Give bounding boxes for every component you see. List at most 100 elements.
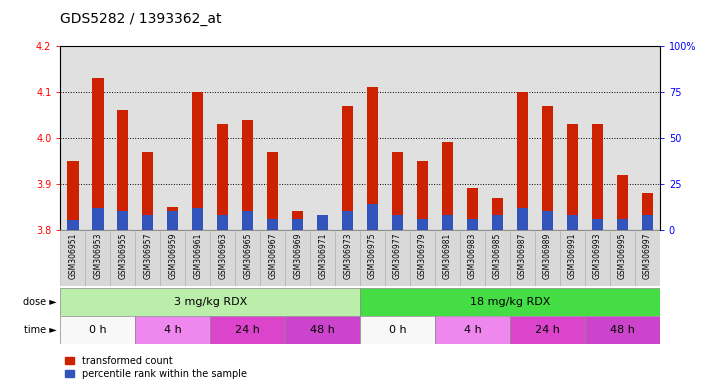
Bar: [235, 230, 260, 286]
Bar: [610, 230, 635, 286]
Bar: [592, 124, 603, 230]
Text: 18 mg/kg RDX: 18 mg/kg RDX: [470, 297, 550, 307]
Bar: [542, 106, 553, 230]
Bar: [285, 230, 310, 286]
Bar: [342, 211, 353, 230]
Text: GSM306963: GSM306963: [218, 232, 228, 279]
Bar: [92, 78, 104, 230]
Bar: [135, 230, 161, 286]
Text: GSM306959: GSM306959: [169, 232, 177, 279]
Bar: [492, 215, 503, 230]
Bar: [392, 152, 403, 230]
Bar: [142, 152, 154, 230]
Bar: [267, 218, 278, 230]
Bar: [410, 230, 435, 286]
Bar: [517, 208, 528, 230]
Text: 48 h: 48 h: [310, 325, 335, 335]
Text: 4 h: 4 h: [464, 325, 481, 335]
Text: GSM306973: GSM306973: [343, 232, 352, 279]
Text: 24 h: 24 h: [235, 325, 260, 335]
Bar: [292, 218, 304, 230]
Bar: [360, 316, 435, 344]
Text: GSM306989: GSM306989: [543, 232, 552, 279]
Bar: [517, 92, 528, 230]
Text: dose ►: dose ►: [23, 297, 57, 307]
Bar: [342, 106, 353, 230]
Bar: [385, 230, 410, 286]
Text: GSM306965: GSM306965: [243, 232, 252, 279]
Bar: [85, 230, 110, 286]
Bar: [192, 92, 203, 230]
Bar: [317, 215, 328, 230]
Bar: [367, 204, 378, 230]
Bar: [635, 230, 660, 286]
Text: 3 mg/kg RDX: 3 mg/kg RDX: [173, 297, 247, 307]
Legend: transformed count, percentile rank within the sample: transformed count, percentile rank withi…: [65, 356, 247, 379]
Text: 24 h: 24 h: [535, 325, 560, 335]
Bar: [217, 215, 228, 230]
Bar: [242, 211, 253, 230]
Bar: [367, 88, 378, 230]
Bar: [68, 161, 78, 230]
Bar: [60, 316, 135, 344]
Bar: [192, 208, 203, 230]
Bar: [285, 316, 360, 344]
Bar: [242, 119, 253, 230]
Bar: [210, 316, 285, 344]
Bar: [360, 230, 385, 286]
Bar: [292, 211, 304, 230]
Text: GSM306975: GSM306975: [368, 232, 377, 279]
Bar: [567, 124, 578, 230]
Text: GSM306951: GSM306951: [68, 232, 77, 279]
Text: GSM306991: GSM306991: [568, 232, 577, 279]
Bar: [110, 230, 135, 286]
Bar: [210, 230, 235, 286]
Text: GSM306961: GSM306961: [193, 232, 203, 279]
Text: 0 h: 0 h: [89, 325, 107, 335]
Text: GSM306969: GSM306969: [293, 232, 302, 279]
Bar: [217, 124, 228, 230]
Bar: [435, 230, 460, 286]
Bar: [186, 230, 210, 286]
Bar: [560, 230, 585, 286]
Bar: [442, 142, 453, 230]
Text: GSM306993: GSM306993: [593, 232, 602, 279]
Text: GSM306953: GSM306953: [93, 232, 102, 279]
Bar: [68, 220, 78, 230]
Bar: [467, 218, 478, 230]
Bar: [567, 215, 578, 230]
Text: GSM306987: GSM306987: [518, 232, 527, 279]
Bar: [616, 218, 628, 230]
Bar: [167, 207, 178, 230]
Bar: [142, 215, 154, 230]
Bar: [642, 193, 653, 230]
Text: GSM306997: GSM306997: [643, 232, 652, 279]
Bar: [317, 216, 328, 230]
Bar: [417, 218, 428, 230]
Text: 48 h: 48 h: [610, 325, 635, 335]
Text: time ►: time ►: [24, 325, 57, 335]
Bar: [485, 230, 510, 286]
Text: GSM306979: GSM306979: [418, 232, 427, 279]
Bar: [467, 188, 478, 230]
Text: GSM306977: GSM306977: [393, 232, 402, 279]
Text: GSM306985: GSM306985: [493, 232, 502, 279]
Text: GDS5282 / 1393362_at: GDS5282 / 1393362_at: [60, 12, 222, 25]
Text: 4 h: 4 h: [164, 325, 182, 335]
Bar: [442, 215, 453, 230]
Text: GSM306967: GSM306967: [268, 232, 277, 279]
Bar: [335, 230, 360, 286]
Bar: [592, 218, 603, 230]
Bar: [167, 211, 178, 230]
Bar: [260, 230, 285, 286]
Bar: [435, 316, 510, 344]
Text: GSM306957: GSM306957: [144, 232, 152, 279]
Text: 0 h: 0 h: [389, 325, 407, 335]
Text: GSM306981: GSM306981: [443, 232, 452, 279]
Bar: [510, 316, 585, 344]
Bar: [616, 175, 628, 230]
Bar: [360, 288, 660, 316]
Bar: [510, 230, 535, 286]
Bar: [535, 230, 560, 286]
Bar: [417, 161, 428, 230]
